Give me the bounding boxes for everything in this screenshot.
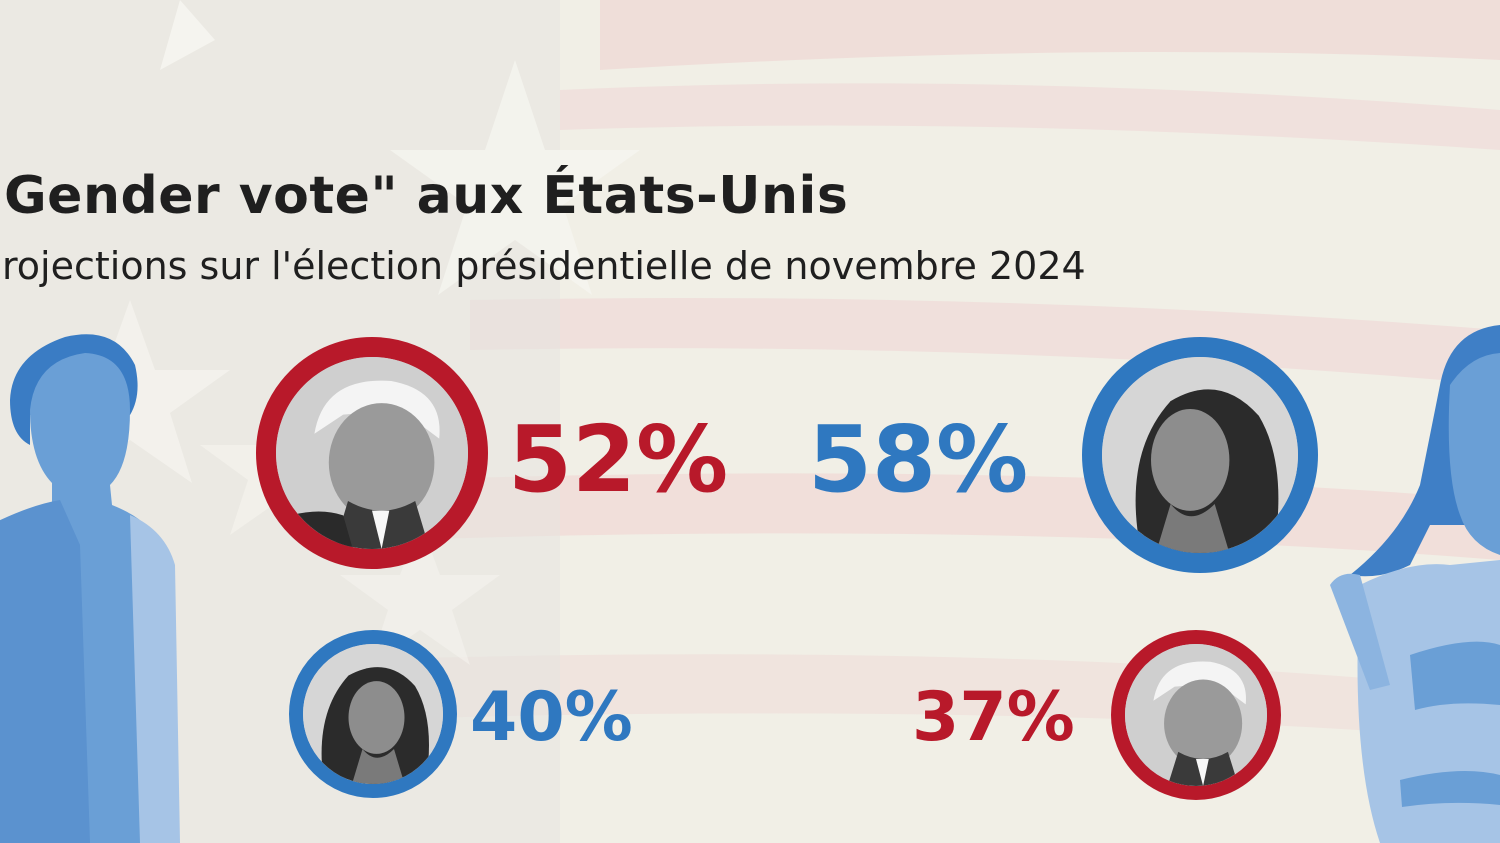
trump-portrait-small: [1111, 630, 1281, 800]
harris-face-icon: [1102, 357, 1298, 553]
trump-men-percentage: 52%: [508, 406, 729, 513]
woman-silhouette-icon: [1330, 325, 1500, 843]
harris-portrait-small: [289, 630, 457, 798]
chart-title: Gender vote" aux États-Unis: [4, 166, 849, 226]
man-silhouette-icon: [0, 334, 180, 843]
trump-face-icon-small: [1125, 644, 1267, 786]
chart-subtitle: rojections sur l'élection présidentielle…: [2, 244, 1086, 288]
harris-women-percentage: 58%: [808, 406, 1029, 513]
trump-women-percentage: 37%: [912, 678, 1075, 757]
trump-face-icon: [276, 357, 468, 549]
harris-face-icon-small: [303, 644, 443, 784]
trump-portrait-large: [256, 337, 488, 569]
harris-portrait-large: [1082, 337, 1318, 573]
harris-men-percentage: 40%: [470, 678, 633, 757]
